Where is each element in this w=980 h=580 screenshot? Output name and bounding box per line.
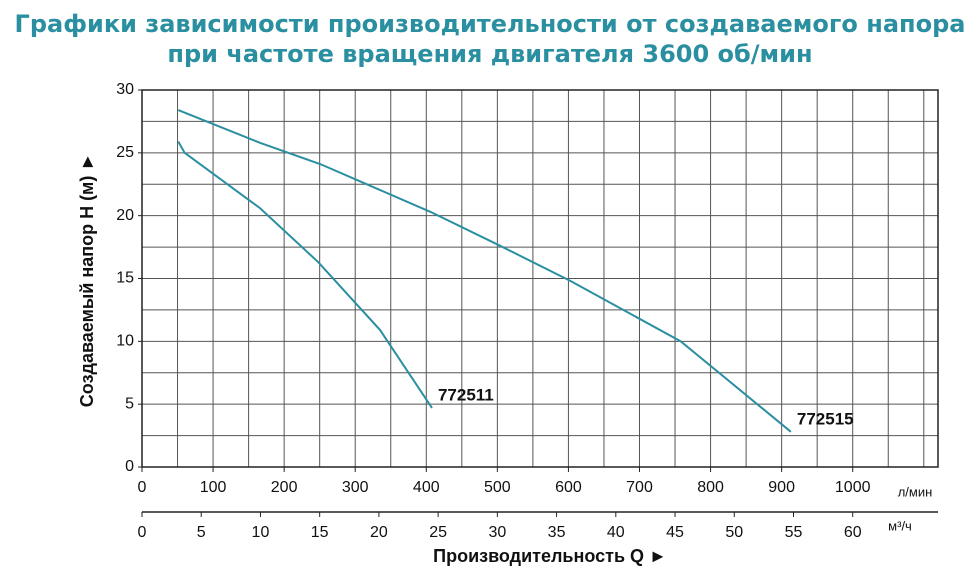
- y-tick-label: 0: [125, 458, 134, 475]
- x-tick-label: 500: [484, 479, 511, 496]
- x-tick-label: 100: [200, 479, 227, 496]
- x2-tick-label: 30: [488, 524, 506, 541]
- x2-tick-label: 5: [197, 524, 206, 541]
- y-tick-label: 20: [116, 207, 134, 224]
- x2-tick-label: 20: [370, 524, 388, 541]
- x-tick-label: 0: [138, 479, 147, 496]
- series-label: 772515: [797, 409, 854, 428]
- x2-tick-label: 25: [429, 524, 447, 541]
- chart-title: Графики зависимости производительности о…: [15, 10, 966, 38]
- y-tick-label: 10: [116, 333, 134, 350]
- y-tick-label: 25: [116, 144, 134, 161]
- y-axis-label: Создаваемый напор H (м) ►: [77, 153, 97, 407]
- y-tick-label: 15: [116, 270, 134, 287]
- x2-tick-label: 40: [607, 524, 625, 541]
- series-label: 772511: [438, 385, 494, 404]
- x-tick-label: 200: [271, 479, 298, 496]
- y-tick-label: 30: [116, 81, 134, 98]
- x-tick-label: 1000: [835, 479, 871, 496]
- x2-tick-label: 15: [311, 524, 329, 541]
- series-line: [177, 141, 433, 409]
- x2-unit: м³/ч: [888, 518, 912, 533]
- x2-tick-label: 10: [252, 524, 270, 541]
- x-unit: л/мин: [898, 484, 933, 499]
- x-tick-label: 700: [626, 479, 653, 496]
- x2-tick-label: 60: [844, 524, 862, 541]
- x-tick-label: 600: [555, 479, 582, 496]
- x2-tick-label: 55: [785, 524, 803, 541]
- series-line: [177, 109, 792, 433]
- x-tick-label: 300: [342, 479, 369, 496]
- x-tick-label: 800: [697, 479, 724, 496]
- x2-tick-label: 45: [666, 524, 684, 541]
- x-tick-label: 900: [768, 479, 795, 496]
- x-tick-label: 400: [413, 479, 440, 496]
- y-tick-label: 5: [125, 395, 134, 412]
- x2-tick-label: 35: [548, 524, 566, 541]
- x2-tick-label: 50: [725, 524, 743, 541]
- chart-title: при частоте вращения двигателя 3600 об/м…: [167, 40, 812, 68]
- x2-tick-label: 0: [138, 524, 147, 541]
- x-axis-label: Производительность Q ►: [433, 546, 667, 566]
